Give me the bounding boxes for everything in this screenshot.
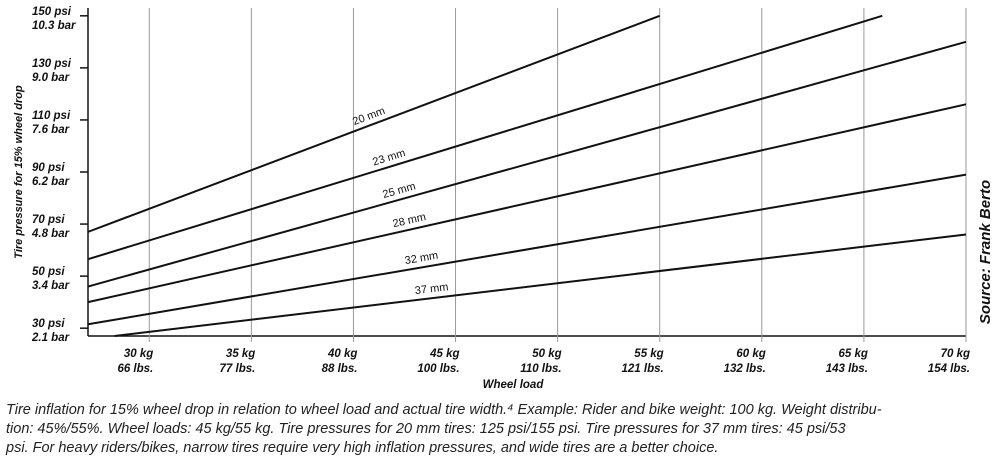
y-tick-label: 30 psi [32,318,65,330]
y-tick-label: 50 psi [32,266,65,278]
x-tick-label: 143 lbs. [826,363,868,375]
x-tick-label: 70 kg [941,348,970,360]
x-tick-label: 60 kg [736,348,765,360]
y-tick-label: 90 psi [32,162,65,174]
x-tick-label: 88 lbs. [322,363,358,375]
caption: psi. For heavy riders/bikes, narrow tire… [5,440,718,456]
line [87,40,967,288]
x-tick-label: 100 lbs. [417,363,459,375]
series-label: 25 mm [381,180,417,201]
x-tick-label: 35 kg [226,348,255,360]
x-tick-label: 65 kg [838,348,867,360]
x-tick-label: 132 lbs. [724,363,766,375]
y-tick-label: 130 psi [32,58,72,70]
x-tick-label: 110 lbs. [520,363,561,375]
series-label: 23 mm [371,147,407,168]
caption: Tire inflation for 15% wheel drop in rel… [6,402,882,418]
y-tick-label: 110 psi [32,110,71,122]
x-tick-label: 154 lbs. [928,363,970,375]
y-tick-label: 2.1 bar [31,332,70,344]
y-tick-label: 7.6 bar [32,124,70,136]
series-label: 32 mm [404,250,439,267]
line [87,14,661,233]
line [87,173,967,326]
y-tick-label: 10.3 bar [32,20,76,32]
y-tick-label: 4.8 bar [31,228,70,240]
y-tick-label: 3.4 bar [32,280,70,292]
y-axis-title: Tire pressure for 15% wheel drop [13,85,25,259]
x-tick-label: 30 kg [124,348,153,360]
caption: tion: 45%/55%. Wheel loads: 45 kg/55 kg.… [6,421,846,437]
line [87,103,967,304]
x-tick-label: 121 lbs. [622,363,664,375]
x-tick-label: 77 lbs. [220,363,256,375]
x-axis-title: Wheel load [483,379,545,391]
y-tick-label: 150 psi [32,6,72,18]
x-tick-label: 55 kg [634,348,663,360]
y-tick-label: 9.0 bar [32,72,70,84]
series-label: 20 mm [351,105,387,128]
y-tick-label: 70 psi [32,214,65,226]
x-tick-label: 45 kg [429,348,459,360]
x-tick-label: 66 lbs. [117,363,153,375]
x-tick-label: 40 kg [327,348,357,360]
line [114,233,967,337]
source: Source: Frank Berto [977,180,994,324]
series-label: 37 mm [414,281,449,297]
y-tick-label: 6.2 bar [32,176,70,188]
line [87,14,883,261]
x-tick-label: 50 kg [532,348,561,360]
